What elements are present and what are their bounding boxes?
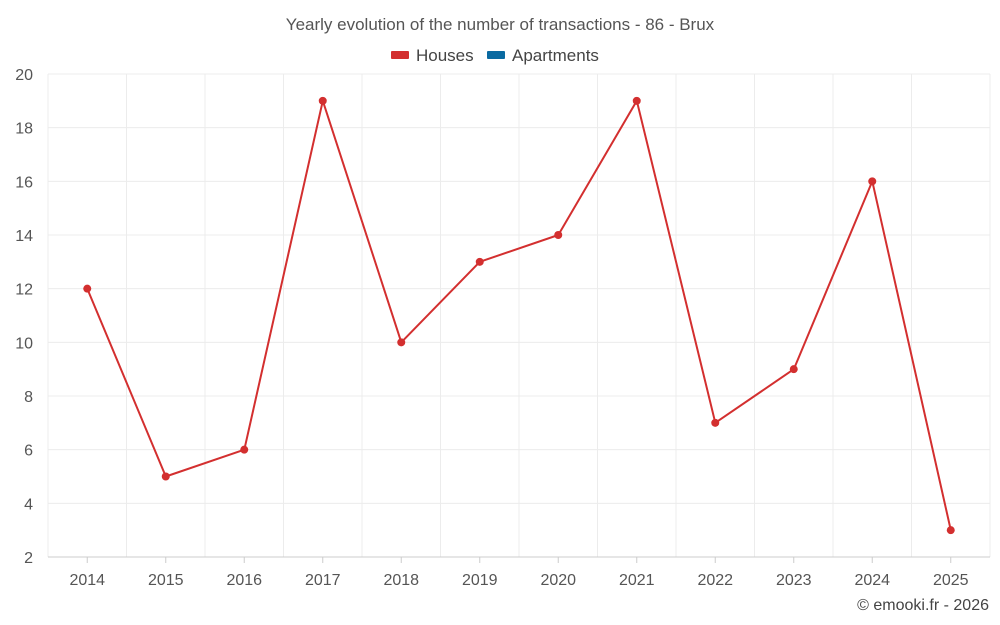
legend: Houses Apartments [391, 46, 599, 65]
axes [48, 556, 990, 563]
x-tick-label: 2020 [540, 572, 576, 589]
legend-label-houses: Houses [416, 46, 474, 65]
y-tick-labels: 2 4 6 8 10 12 14 16 18 20 [15, 67, 33, 567]
y-tick-label: 14 [15, 228, 33, 245]
y-tick-label: 4 [24, 496, 33, 513]
y-tick-label: 20 [15, 67, 33, 84]
data-point-houses-2021[interactable] [632, 96, 641, 105]
x-tick-labels: 2014 2015 2016 2017 2018 2019 2020 2021 2022 2023… [69, 572, 968, 589]
y-tick-label: 2 [24, 550, 33, 567]
data-point-houses-2020[interactable] [554, 231, 563, 239]
data-point-houses-2015[interactable] [161, 472, 170, 481]
chart-title: Yearly evolution of the number of transa… [286, 15, 715, 34]
x-tick-label: 2023 [776, 572, 812, 589]
series-houses [83, 96, 955, 535]
data-point-houses-2014[interactable] [83, 284, 92, 293]
y-tick-label: 18 [15, 121, 33, 138]
data-point-houses-2023[interactable] [789, 365, 798, 374]
x-tick-label: 2016 [226, 572, 262, 589]
x-tick-label: 2015 [148, 572, 184, 589]
y-tick-label: 12 [15, 282, 33, 299]
legend-swatch-apartments [487, 51, 505, 59]
data-point-houses-2025[interactable] [946, 526, 955, 535]
y-tick-label: 16 [15, 174, 33, 191]
data-point-houses-2024[interactable] [868, 177, 877, 186]
legend-swatch-houses [391, 51, 409, 59]
x-gridlines [47, 74, 991, 557]
y-tick-label: 6 [24, 443, 33, 460]
credit-text: © emooki.fr - 2026 [857, 597, 989, 614]
x-tick-label: 2019 [462, 572, 498, 589]
x-tick-label: 2017 [305, 572, 341, 589]
x-tick-label: 2021 [619, 572, 655, 589]
legend-label-apartments: Apartments [512, 46, 599, 65]
x-tick-label: 2024 [854, 572, 890, 589]
data-point-houses-2016[interactable] [240, 445, 249, 454]
y-tick-label: 10 [15, 335, 33, 352]
y-tick-label: 8 [24, 389, 33, 406]
x-tick-label: 2014 [69, 572, 105, 589]
x-tick-label: 2025 [933, 572, 969, 589]
data-point-houses-2018[interactable] [397, 338, 406, 347]
legend-item-apartments[interactable]: Apartments [487, 46, 599, 65]
x-tick-label: 2018 [383, 572, 419, 589]
x-tick-label: 2022 [697, 572, 733, 589]
series-line-houses [86, 99, 952, 531]
data-point-houses-2019[interactable] [475, 257, 484, 266]
data-point-houses-2017[interactable] [318, 96, 327, 105]
data-point-houses-2022[interactable] [711, 418, 720, 427]
legend-item-houses[interactable]: Houses [391, 46, 474, 65]
